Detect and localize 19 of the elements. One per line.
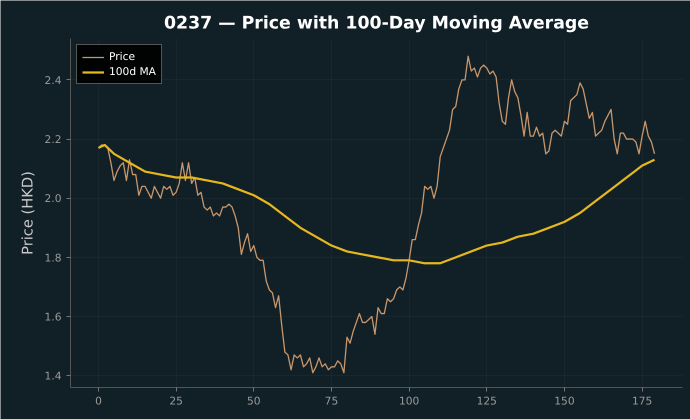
legend-label: Price — [109, 50, 135, 63]
x-tick-label: 0 — [95, 394, 102, 408]
x-tick-label: 100 — [398, 394, 420, 408]
x-tick-label: 50 — [247, 394, 261, 408]
y-tick-label: 1.4 — [44, 370, 62, 383]
y-axis-title: Price (HKD) — [20, 171, 37, 255]
y-tick-label: 1.6 — [44, 310, 62, 324]
x-tick-label: 25 — [169, 394, 183, 408]
chart-title: 0237 — Price with 100-Day Moving Average — [164, 14, 590, 34]
y-tick-label: 2.4 — [44, 74, 62, 87]
legend-label: 100d MA — [109, 65, 156, 78]
y-tick-label: 1.8 — [44, 251, 62, 264]
x-tick-label: 125 — [476, 394, 497, 408]
x-tick-label: 150 — [554, 394, 575, 408]
y-tick-label: 2.0 — [44, 192, 62, 206]
y-tick-label: 2.2 — [44, 133, 62, 146]
x-tick-label: 175 — [632, 394, 652, 408]
x-tick-label: 75 — [324, 394, 338, 408]
line-series — [97, 144, 656, 264]
